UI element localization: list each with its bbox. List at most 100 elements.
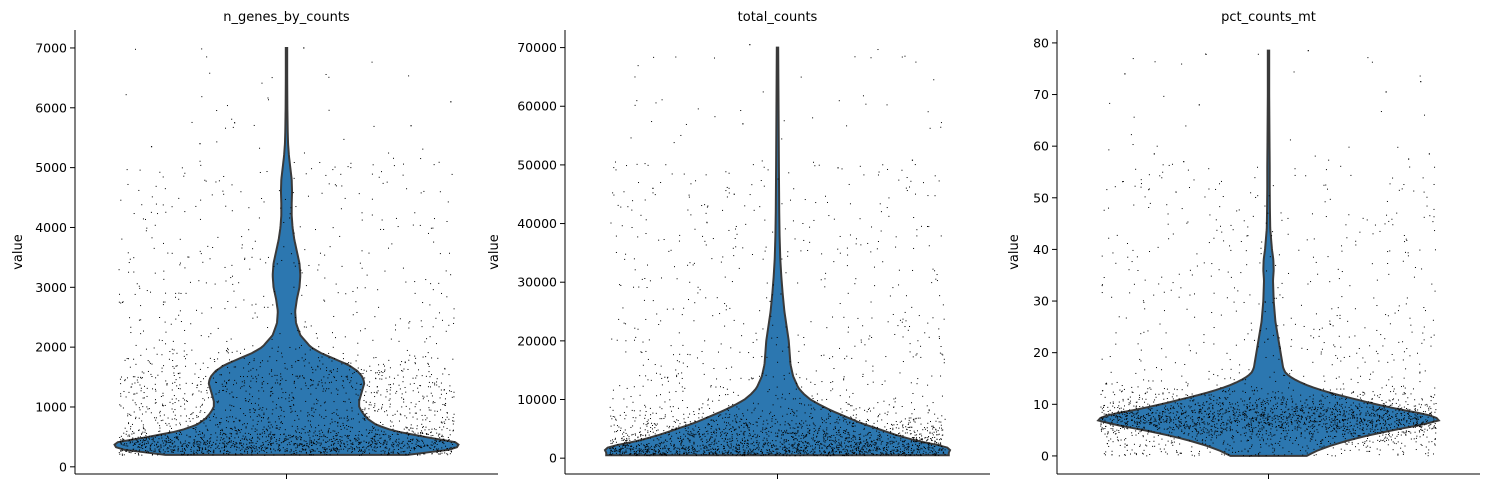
data-point [263,380,265,382]
data-point [808,443,810,445]
data-point [306,443,308,445]
data-point [633,452,635,454]
data-point [311,407,313,409]
data-point [295,436,297,438]
data-point [270,443,272,445]
data-point [323,353,325,355]
data-point [362,452,364,454]
data-point [780,437,782,439]
data-point [837,449,839,451]
data-point [621,452,623,454]
data-point [818,164,820,166]
data-point [223,175,225,177]
data-point [293,451,295,453]
data-point [319,436,321,438]
data-point [368,386,370,387]
data-point [814,451,816,453]
data-point [932,428,934,430]
data-point [445,270,447,272]
data-point [901,321,903,323]
data-point [792,447,794,449]
data-point [609,406,611,408]
data-point [280,422,282,424]
data-point [909,186,910,188]
outlier-point [234,122,236,124]
data-point [890,423,892,425]
data-point [368,408,370,410]
data-point [223,389,225,391]
data-point [182,454,184,455]
data-point [160,451,162,453]
data-point [801,434,803,436]
data-point [273,436,275,438]
data-point [867,445,869,447]
data-point [754,448,756,450]
data-point [119,404,121,406]
data-point [181,448,183,450]
data-point [232,416,234,418]
data-point [710,385,712,387]
data-point [412,416,414,418]
data-point [251,256,253,258]
data-point [887,438,889,440]
data-point [235,443,237,445]
data-point [235,449,237,451]
data-point [244,258,246,260]
data-point [299,435,301,437]
data-point [893,449,895,451]
data-point [717,351,719,353]
data-point [183,443,185,445]
data-point [793,411,795,413]
data-point [161,440,163,442]
data-point [663,417,665,419]
data-point [913,437,915,439]
data-point [254,448,256,450]
data-point [744,451,746,453]
data-point [812,417,814,419]
data-point [437,435,439,437]
data-point [833,428,835,430]
data-point [795,438,797,440]
data-point [618,445,620,447]
data-point [289,405,291,407]
data-point [770,411,772,413]
data-point [314,430,316,432]
data-point [797,452,799,454]
data-point [353,448,355,450]
data-point [201,450,203,452]
data-point [215,181,217,183]
data-point [841,436,843,438]
data-point [221,374,222,376]
data-point [178,298,180,300]
data-point [821,443,823,445]
data-point [668,448,670,450]
data-point [291,436,293,438]
data-point [295,206,297,208]
data-point [914,434,916,436]
data-point [942,434,944,436]
data-point [326,451,328,453]
data-point [312,415,314,417]
data-point [270,370,272,372]
data-point [398,452,400,454]
data-point [157,374,159,376]
data-point [803,445,805,447]
data-point [364,415,366,417]
data-point [814,401,816,403]
data-point [328,374,330,376]
data-point [400,414,402,416]
data-point [315,229,317,231]
data-point [751,436,753,438]
data-point [267,418,269,420]
data-point [433,164,435,166]
data-point [912,356,914,358]
data-point [808,430,810,432]
data-point [241,247,243,249]
data-point [429,304,431,306]
data-point [810,381,812,383]
data-point [258,390,260,392]
data-point [129,451,131,453]
data-point [172,353,174,355]
data-point [355,440,357,442]
data-point [749,448,751,450]
